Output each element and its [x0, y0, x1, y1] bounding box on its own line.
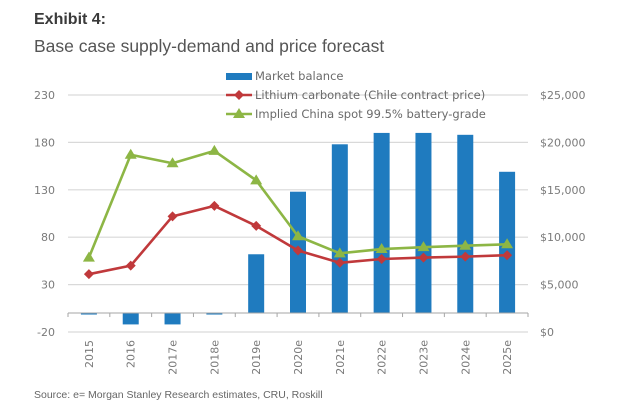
left-tick-label: 180 [34, 136, 55, 149]
triangle-marker [459, 239, 472, 250]
triangle-marker [292, 230, 304, 241]
diamond-marker [334, 257, 345, 268]
right-tick-label: $25,000 [540, 89, 586, 102]
source-note: Source: e= Morgan Stanley Research estim… [34, 389, 323, 401]
triangle-marker [501, 238, 514, 249]
line-series [82, 144, 514, 280]
left-tick-label: 130 [34, 184, 55, 197]
right-tick-label: $20,000 [540, 136, 586, 149]
bar-series-market-balance [80, 132, 516, 325]
bar [415, 132, 432, 314]
x-tick-labels: 2015 2016 2017e 2018e 2019e 2020e 2021e 2022e 20… [83, 340, 514, 375]
diamond-marker [251, 220, 262, 231]
x-tick-label: 2022e [376, 340, 389, 375]
triangle-marker [166, 157, 179, 168]
gridlines [68, 94, 528, 333]
triangle-marker [250, 174, 263, 185]
diamond-marker [125, 260, 136, 271]
left-y-axis: -20 30 80 130 180 230 [34, 89, 55, 339]
left-tick-label: -20 [37, 326, 55, 339]
exhibit-label: Exhibit 4: [34, 11, 107, 28]
right-tick-label: $10,000 [540, 231, 586, 244]
legend-swatch-market-balance [226, 73, 252, 80]
triangle-marker [375, 243, 388, 254]
line-series-diamond [83, 200, 513, 280]
x-tick-label: 2023e [417, 340, 430, 375]
bar [331, 144, 348, 314]
x-tick-label: 2020e [292, 340, 305, 375]
diamond-marker [83, 269, 94, 280]
line-series-triangle [82, 144, 514, 262]
triangle-marker [82, 251, 95, 262]
x-tick-label: 2024e [459, 340, 472, 375]
diamond-marker [234, 90, 244, 100]
right-tick-label: $5,000 [540, 279, 579, 292]
legend-label: Implied China spot 99.5% battery-grade [255, 107, 486, 121]
bar [457, 134, 474, 314]
diamond-marker [502, 250, 513, 261]
legend-label: Lithium carbonate (Chile contract price) [255, 88, 485, 102]
legend: Market balance Lithium carbonate (Chile c… [226, 69, 486, 121]
triangle-marker [124, 148, 137, 159]
triangle-marker [333, 247, 346, 258]
x-tick-label: 2021e [334, 340, 347, 375]
x-tick-label: 2018e [208, 340, 221, 375]
x-tick-label: 2016 [125, 340, 138, 368]
x-tick-label: 2015 [83, 340, 96, 368]
right-tick-label: $0 [540, 326, 554, 339]
bar [122, 313, 139, 325]
diamond-marker [167, 211, 178, 222]
diamond-marker [209, 200, 220, 211]
diamond-marker [460, 251, 471, 262]
chart-title: Base case supply-demand and price foreca… [34, 36, 385, 56]
triangle-marker [208, 144, 221, 155]
left-tick-label: 230 [34, 89, 55, 102]
left-tick-label: 30 [41, 279, 55, 292]
right-tick-label: $15,000 [540, 184, 586, 197]
x-tick-label: 2017e [167, 340, 180, 375]
bar [80, 313, 97, 315]
diamond-marker [293, 245, 303, 256]
triangle-marker [417, 241, 430, 252]
diamond-marker [376, 254, 387, 265]
legend-label: Market balance [255, 69, 343, 83]
right-y-axis: $0 $5,000 $10,000 $15,000 $20,000 $25,000 [540, 89, 586, 339]
x-tick-label: 2019e [250, 340, 263, 375]
bar [373, 132, 390, 314]
diamond-marker [418, 252, 429, 263]
bar [206, 313, 223, 315]
bar [164, 313, 181, 325]
left-tick-label: 80 [41, 231, 55, 244]
x-tick-label: 2025e [501, 340, 514, 375]
triangle-marker [233, 108, 245, 118]
bar [248, 254, 265, 314]
x-axis [67, 312, 529, 318]
